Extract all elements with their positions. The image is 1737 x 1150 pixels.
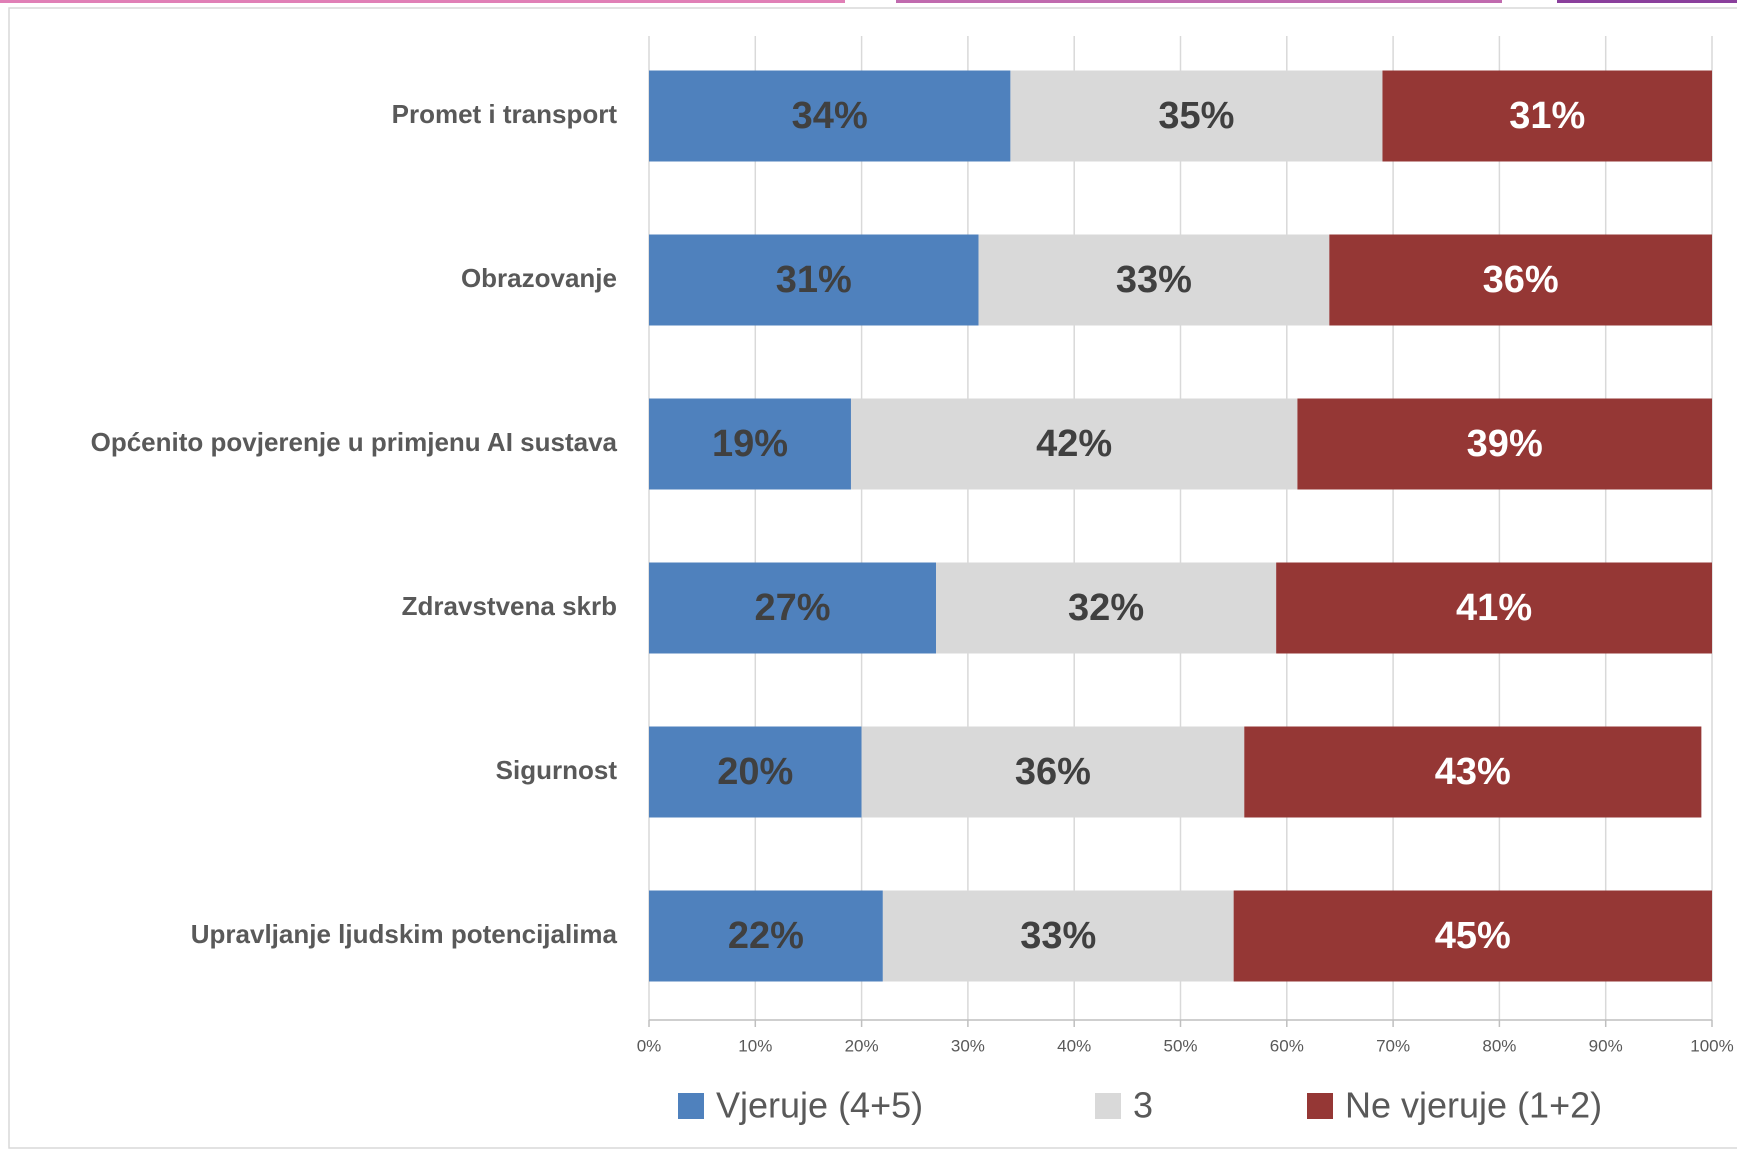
bar-segment: [1233, 890, 1712, 982]
legend-label: 3: [1133, 1085, 1153, 1126]
legend-swatch: [678, 1093, 704, 1119]
legend-swatch: [1307, 1093, 1333, 1119]
bar-segment: [649, 726, 862, 818]
data-label: 36%: [1015, 751, 1091, 793]
top-accent: [896, 0, 1502, 3]
bar-segment: [649, 562, 937, 654]
legend-label: Ne vjeruje (1+2): [1345, 1085, 1602, 1126]
bar-segment: [861, 726, 1245, 818]
top-accent: [1557, 0, 1737, 3]
x-tick-label: 50%: [1163, 1036, 1197, 1055]
legend-label: Vjeruje (4+5): [716, 1085, 923, 1126]
x-tick-label: 10%: [738, 1036, 772, 1055]
data-label: 36%: [1483, 259, 1559, 301]
data-label: 35%: [1158, 95, 1234, 137]
data-label: 43%: [1435, 751, 1511, 793]
top-accent: [0, 0, 845, 3]
x-tick-label: 80%: [1482, 1036, 1516, 1055]
category-label: Upravljanje ljudskim potencijalima: [191, 919, 618, 949]
data-label: 31%: [776, 259, 852, 301]
data-label: 42%: [1036, 423, 1112, 465]
data-label: 33%: [1020, 915, 1096, 957]
category-label: Obrazovanje: [461, 263, 617, 293]
x-tick-label: 90%: [1589, 1036, 1623, 1055]
bar-segment: [649, 890, 883, 982]
data-label: 39%: [1467, 423, 1543, 465]
data-label: 31%: [1509, 95, 1585, 137]
bar-segment: [1244, 726, 1702, 818]
x-tick-label: 0%: [637, 1036, 662, 1055]
data-label: 33%: [1116, 259, 1192, 301]
x-tick-label: 100%: [1690, 1036, 1733, 1055]
bar-segment: [882, 890, 1234, 982]
category-label: Promet i transport: [392, 99, 618, 129]
category-label: Općenito povjerenje u primjenu AI sustav…: [91, 427, 618, 457]
data-label: 20%: [717, 751, 793, 793]
bar-segment: [1276, 562, 1712, 654]
data-label: 19%: [712, 423, 788, 465]
bar-segment: [1297, 398, 1712, 490]
x-tick-label: 60%: [1270, 1036, 1304, 1055]
bar-segment: [1329, 234, 1712, 326]
data-label: 34%: [792, 95, 868, 137]
bar-segment: [649, 234, 979, 326]
data-label: 32%: [1068, 587, 1144, 629]
bar-segment: [649, 70, 1011, 162]
bar-segment: [649, 398, 851, 490]
x-tick-label: 70%: [1376, 1036, 1410, 1055]
bar-segment: [1010, 70, 1383, 162]
chart-frame: [8, 7, 1737, 1149]
data-label: 41%: [1456, 587, 1532, 629]
legend-swatch: [1095, 1093, 1121, 1119]
data-label: 45%: [1435, 915, 1511, 957]
data-label: 22%: [728, 915, 804, 957]
bar-segment: [1382, 70, 1712, 162]
data-label: 27%: [754, 587, 830, 629]
bar-segment: [936, 562, 1277, 654]
category-label: Sigurnost: [496, 755, 618, 785]
bar-segment: [850, 398, 1298, 490]
category-label: Zdravstvena skrb: [402, 591, 617, 621]
bar-segment: [978, 234, 1330, 326]
x-tick-label: 20%: [845, 1036, 879, 1055]
x-tick-label: 30%: [951, 1036, 985, 1055]
x-tick-label: 40%: [1057, 1036, 1091, 1055]
